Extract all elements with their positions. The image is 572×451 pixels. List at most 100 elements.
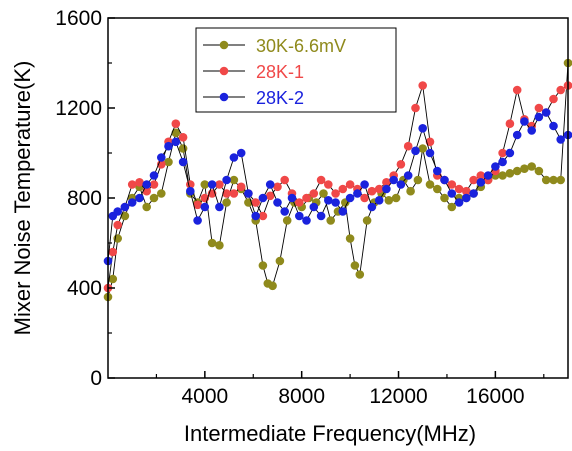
data-point	[200, 202, 210, 212]
data-point	[324, 196, 333, 205]
data-point	[556, 175, 565, 185]
data-point	[302, 193, 311, 203]
data-point	[345, 234, 355, 243]
data-point	[178, 157, 188, 167]
data-point	[433, 166, 442, 176]
data-point	[498, 157, 507, 167]
data-point	[149, 193, 159, 203]
data-point	[193, 216, 202, 225]
data-point	[236, 182, 246, 192]
data-point	[512, 166, 522, 176]
data-point	[425, 180, 435, 189]
data-point	[534, 166, 544, 176]
data-point	[505, 148, 515, 158]
data-point	[178, 144, 188, 153]
series-line	[107, 85, 569, 289]
data-point	[447, 180, 457, 189]
data-point	[411, 103, 420, 113]
data-point	[258, 193, 268, 203]
data-point	[527, 162, 536, 171]
data-point	[258, 211, 268, 221]
data-point	[527, 126, 536, 135]
data-point	[469, 175, 478, 185]
data-point	[367, 186, 377, 196]
data-point	[135, 178, 144, 187]
data-point	[418, 81, 428, 90]
y-tick-label: 800	[67, 187, 102, 210]
data-point	[355, 270, 365, 279]
data-point	[338, 207, 348, 216]
data-point	[236, 148, 246, 158]
data-point	[200, 180, 210, 189]
data-point	[178, 133, 188, 142]
data-point	[556, 135, 565, 144]
series-2	[103, 108, 572, 266]
data-point	[549, 175, 558, 185]
legend-label: 28K-1	[256, 62, 304, 82]
data-point	[280, 175, 290, 185]
legend-item: 28K-2	[203, 88, 304, 108]
data-point	[541, 175, 551, 185]
data-point	[556, 85, 565, 95]
data-point	[476, 171, 486, 180]
data-point	[360, 180, 369, 189]
data-point	[345, 193, 355, 203]
x-tick-label: 8000	[278, 385, 325, 408]
data-point	[324, 180, 333, 189]
legend-marker	[219, 40, 229, 50]
data-point	[215, 241, 224, 250]
data-point	[549, 121, 558, 131]
data-point	[108, 274, 118, 284]
data-point	[258, 261, 268, 270]
data-point	[113, 207, 122, 216]
data-point	[541, 108, 551, 117]
data-point	[157, 153, 166, 162]
data-point	[360, 193, 369, 203]
data-point	[316, 175, 326, 185]
data-point	[207, 238, 217, 248]
plot-content	[103, 58, 572, 302]
data-point	[265, 191, 275, 201]
y-tick-label: 0	[90, 367, 102, 390]
data-point	[268, 281, 277, 291]
data-point	[265, 180, 275, 189]
series-1	[103, 81, 572, 293]
data-point	[287, 193, 297, 203]
data-point	[345, 180, 355, 189]
data-point	[382, 184, 391, 194]
data-point	[433, 184, 442, 194]
data-point	[331, 198, 340, 207]
data-point	[425, 148, 435, 158]
data-point	[440, 175, 449, 185]
data-point	[222, 175, 231, 185]
legend-marker	[219, 92, 229, 102]
data-point	[229, 153, 239, 162]
data-point	[454, 184, 464, 194]
data-point	[273, 198, 282, 207]
data-point	[222, 189, 231, 198]
data-point	[280, 207, 290, 216]
data-point	[309, 189, 319, 198]
legend-item: 30K-6.6mV	[203, 36, 346, 56]
data-point	[440, 193, 449, 203]
data-point	[157, 189, 166, 198]
data-point	[142, 202, 151, 212]
data-point	[149, 180, 159, 189]
data-point	[316, 211, 326, 221]
data-point	[251, 198, 260, 207]
data-point	[418, 124, 428, 133]
legend-box	[195, 27, 397, 113]
data-point	[374, 184, 384, 194]
data-point	[113, 220, 122, 230]
data-point	[469, 189, 478, 198]
data-point	[171, 119, 181, 128]
axes: 0 400 800 1200 1600 4000 8000 12000 16000	[55, 7, 545, 408]
data-point	[193, 200, 202, 210]
data-point	[425, 137, 435, 147]
data-point	[275, 256, 285, 266]
data-point	[353, 189, 362, 198]
data-point	[295, 211, 304, 221]
data-point	[447, 189, 457, 198]
y-axis-title: Mixer Noise Temperature(K)	[10, 61, 35, 336]
data-point	[222, 198, 231, 207]
